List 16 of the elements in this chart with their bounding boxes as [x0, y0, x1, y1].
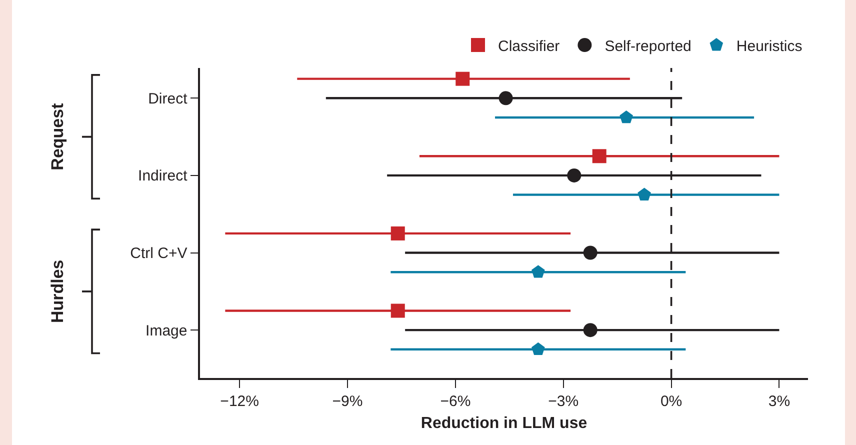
legend-label: Heuristics	[736, 38, 802, 55]
y-tick-label: Indirect	[138, 168, 188, 185]
y-tick-label: Image	[146, 322, 188, 340]
x-tick-label: 3%	[768, 392, 790, 410]
text: Request	[48, 102, 67, 170]
x-tick-label: −6%	[440, 392, 471, 410]
y-tick-label: Direct	[148, 90, 188, 108]
legend-label: Classifier	[498, 38, 560, 55]
x-tick-label: 0%	[660, 392, 682, 410]
x-axis-title: Reduction in LLM use	[420, 414, 588, 432]
x-tick-label: −3%	[548, 392, 579, 410]
text: Hurdles	[48, 260, 67, 324]
legend-label: Self-reported	[604, 38, 692, 55]
y-tick-label: Ctrl C+V	[130, 245, 188, 262]
x-tick-label: −9%	[332, 392, 363, 410]
x-tick-label: −12%	[220, 392, 259, 410]
